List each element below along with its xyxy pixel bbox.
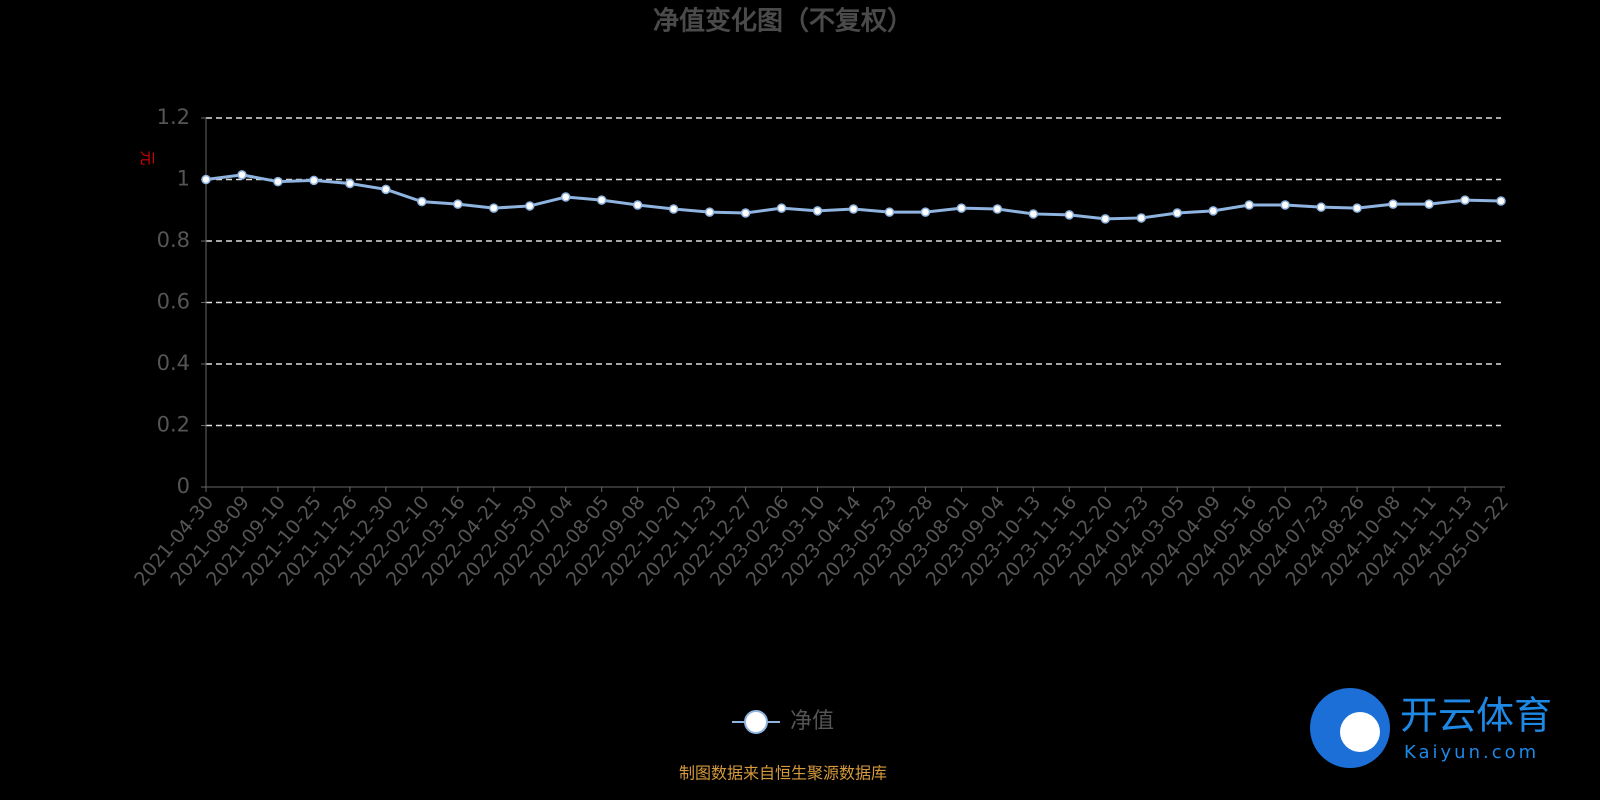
data-point: [632, 200, 643, 210]
brand-name: 开云体育: [1400, 694, 1552, 738]
y-tick-label: 0.8: [157, 228, 190, 252]
data-point: [525, 201, 535, 211]
data-point: [812, 206, 823, 216]
data-point: [560, 192, 571, 202]
legend-marker: [744, 710, 768, 734]
watermark: 开云体育 Kaiyun.com: [1310, 688, 1552, 768]
legend-label: 净值: [790, 709, 834, 734]
data-point: [1316, 202, 1326, 212]
data-point: [884, 207, 895, 217]
data-point: [1352, 203, 1362, 213]
y-tick-label: 1.2: [157, 105, 190, 129]
data-point: [489, 203, 499, 213]
data-point: [1064, 210, 1075, 220]
y-tick-label: 0.2: [157, 413, 190, 437]
brand-domain: Kaiyun.com: [1404, 742, 1539, 763]
data-point: [956, 203, 967, 213]
data-point: [1208, 206, 1218, 216]
data-point: [1028, 209, 1039, 219]
y-tick-label: 0.4: [157, 351, 190, 375]
data-point: [1388, 199, 1398, 209]
data-point: [920, 207, 931, 217]
data-point: [201, 174, 211, 185]
source-note: 制图数据来自恒生聚源数据库: [679, 764, 887, 783]
data-point: [848, 204, 859, 214]
data-point: [417, 196, 427, 207]
data-point: [1424, 199, 1434, 209]
data-point: [668, 204, 679, 214]
data-point: [1244, 200, 1254, 210]
y-tick-label: 0: [177, 474, 190, 498]
data-point: [309, 175, 319, 186]
data-point: [345, 178, 355, 189]
data-point: [381, 184, 391, 195]
data-point: [1172, 208, 1182, 218]
y-tick-label: 1: [177, 167, 190, 191]
data-point: [1280, 200, 1290, 210]
data-point: [1460, 195, 1470, 205]
data-point: [453, 199, 463, 209]
data-point: [1496, 196, 1506, 206]
data-point: [776, 203, 787, 213]
data-point: [1100, 214, 1111, 224]
data-point: [740, 208, 751, 218]
data-point: [237, 170, 247, 180]
logo-ball: [1340, 712, 1380, 752]
data-point: [992, 204, 1003, 214]
data-point: [1136, 213, 1147, 223]
y-axis-label: 元: [139, 150, 157, 165]
data-point: [596, 195, 607, 205]
y-tick-label: 0.6: [157, 290, 190, 314]
data-point: [273, 176, 283, 187]
chart-title: 净值变化图（不复权）: [653, 6, 913, 37]
data-point: [704, 207, 715, 217]
